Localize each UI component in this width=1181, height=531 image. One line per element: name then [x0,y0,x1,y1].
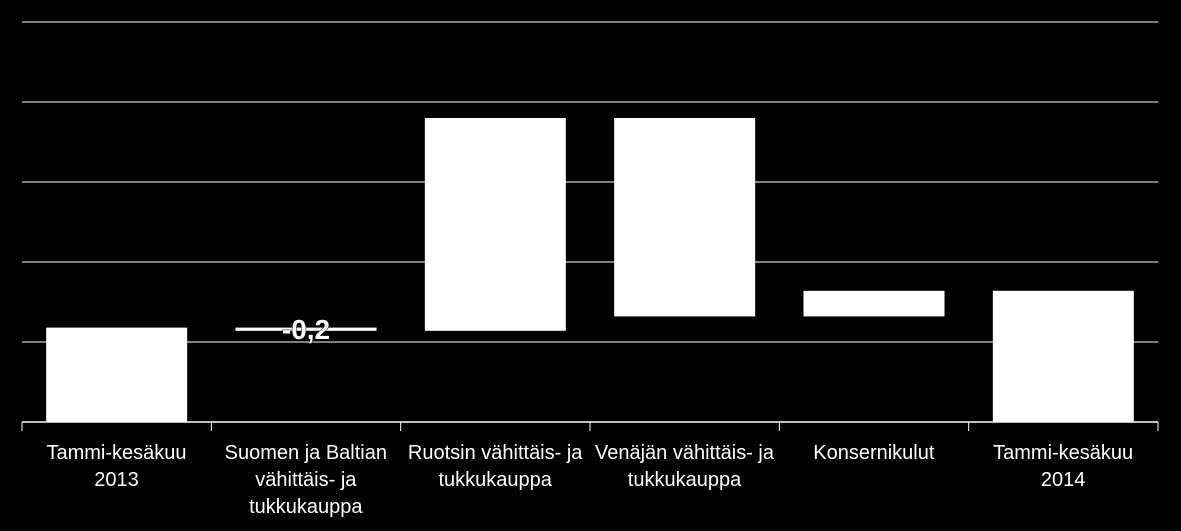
bar [614,118,756,317]
x-tick-label: Suomen ja Baltian vähittäis- ja tukkukau… [224,442,387,518]
bar [803,290,945,317]
x-tick-label: Venäjän vähittäis- ja tukkukauppa [594,442,774,491]
bar [235,327,377,331]
value-label: -0,2 [282,314,330,345]
x-tick-label: Ruotsin vähittäis- ja tukkukauppa [407,442,583,491]
bar [992,290,1134,422]
bar [46,327,188,422]
x-tick-label: Konsernikulut [813,442,935,464]
x-tick-label: Tammi-kesäkuu 2014 [993,442,1134,491]
x-tick-label: Tammi-kesäkuu 2013 [46,442,187,491]
bar [424,118,566,331]
